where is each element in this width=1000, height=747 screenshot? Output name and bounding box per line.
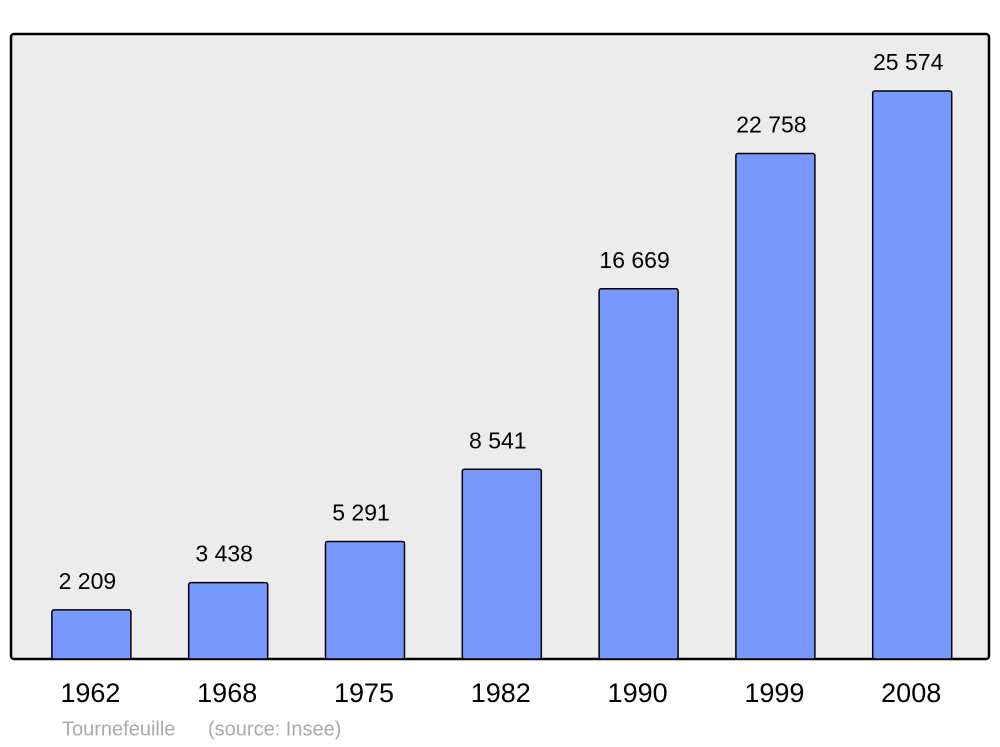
bar [461,468,543,660]
x-tick-label: 1990 [608,678,668,708]
x-tick-label: 1982 [471,678,531,708]
caption-place: Tournefeuille [62,718,175,740]
bar [871,90,953,660]
value-label: 3 438 [195,541,253,567]
caption-source: (source: Insee) [208,718,341,740]
x-tick-label: 1975 [334,678,394,708]
bar [51,609,132,660]
bar [187,581,269,660]
x-tick-label: 1968 [197,678,257,708]
bar [735,152,816,660]
value-label: 2 209 [59,568,117,594]
value-label: 8 541 [469,427,527,453]
value-label: 5 291 [332,500,390,526]
value-label: 16 669 [599,247,669,273]
bar [598,288,679,660]
x-tick-label: 1962 [60,678,120,708]
value-label: 22 758 [736,112,806,138]
x-tick-label: 1999 [744,678,804,708]
x-tick-label: 2008 [881,678,941,708]
bar [324,540,406,660]
value-label: 25 574 [873,49,944,75]
